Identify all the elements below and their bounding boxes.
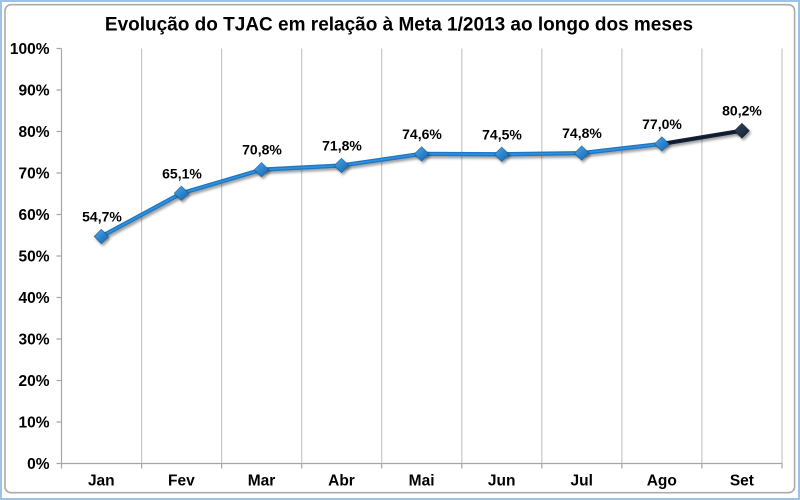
svg-text:65,1%: 65,1% (162, 165, 202, 181)
svg-text:54,7%: 54,7% (82, 209, 122, 225)
svg-text:Evolução do TJAC em relação à: Evolução do TJAC em relação à Meta 1/201… (105, 15, 693, 36)
svg-text:20%: 20% (18, 373, 49, 390)
svg-text:Mai: Mai (409, 473, 435, 490)
svg-text:Mar: Mar (248, 473, 276, 490)
svg-text:Abr: Abr (328, 473, 355, 490)
svg-text:Set: Set (730, 473, 754, 490)
svg-text:40%: 40% (18, 290, 49, 307)
svg-text:10%: 10% (18, 414, 49, 431)
svg-text:74,6%: 74,6% (402, 126, 442, 142)
svg-text:90%: 90% (18, 82, 49, 99)
svg-text:80,2%: 80,2% (722, 103, 762, 119)
svg-text:80%: 80% (18, 124, 49, 141)
svg-text:77,0%: 77,0% (642, 116, 682, 132)
svg-text:60%: 60% (18, 207, 49, 224)
svg-text:74,5%: 74,5% (482, 126, 522, 142)
svg-text:Jan: Jan (88, 473, 115, 490)
svg-text:74,8%: 74,8% (562, 125, 602, 141)
svg-text:100%: 100% (10, 41, 50, 58)
svg-text:71,8%: 71,8% (322, 138, 362, 154)
svg-text:Fev: Fev (168, 473, 195, 490)
svg-text:Jun: Jun (488, 473, 516, 490)
svg-text:70,8%: 70,8% (242, 142, 282, 158)
svg-text:0%: 0% (27, 456, 50, 473)
svg-text:Jul: Jul (570, 473, 592, 490)
svg-text:70%: 70% (18, 165, 49, 182)
svg-text:50%: 50% (18, 248, 49, 265)
svg-text:Ago: Ago (647, 473, 677, 490)
svg-text:30%: 30% (18, 331, 49, 348)
